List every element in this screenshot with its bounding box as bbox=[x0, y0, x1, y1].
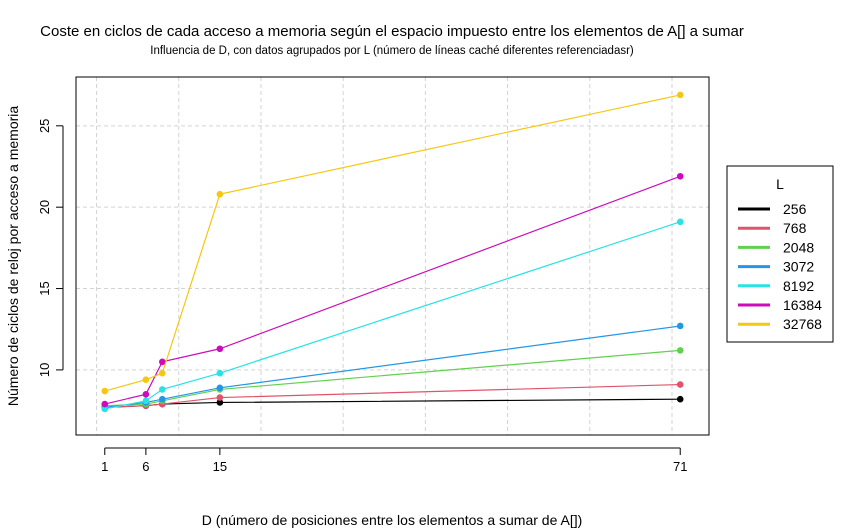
series-16384 bbox=[101, 172, 684, 408]
series-3072 bbox=[101, 322, 684, 411]
data-point bbox=[216, 369, 224, 377]
data-point bbox=[159, 386, 166, 393]
series-line bbox=[104, 383, 681, 408]
legend-label: 256 bbox=[783, 201, 807, 217]
series-32768 bbox=[101, 91, 684, 395]
chart-subtitle: Influencia de D, con datos agrupados por… bbox=[150, 45, 634, 57]
data-point bbox=[216, 345, 224, 353]
y-axis: 10 15 20 25 bbox=[37, 119, 64, 377]
data-point bbox=[159, 369, 166, 377]
data-point bbox=[676, 322, 684, 330]
x-tick-label: 71 bbox=[673, 459, 687, 474]
data-point bbox=[142, 397, 150, 405]
y-tick-label: 20 bbox=[37, 200, 52, 214]
x-axis-title: D (número de posiciones entre los elemen… bbox=[202, 512, 583, 528]
data-point bbox=[216, 384, 224, 392]
legend-title: L bbox=[776, 176, 784, 192]
plot-frame bbox=[75, 76, 710, 436]
y-tick-label: 25 bbox=[37, 119, 52, 133]
data-point bbox=[142, 391, 150, 398]
legend: L 256 768 2048 3072 8192 16384 32768 bbox=[726, 165, 834, 343]
data-point bbox=[676, 218, 684, 226]
series-line bbox=[104, 349, 681, 407]
data-point bbox=[676, 172, 684, 180]
data-point bbox=[142, 376, 150, 383]
legend-label: 8192 bbox=[783, 278, 814, 294]
chart-title: Coste en ciclos de cada acceso a memoria… bbox=[40, 23, 744, 40]
data-point bbox=[216, 394, 224, 401]
grid bbox=[76, 77, 709, 435]
y-tick-label: 10 bbox=[37, 363, 52, 377]
legend-box bbox=[726, 165, 834, 343]
x-axis: 1 6 15 71 bbox=[101, 447, 687, 474]
x-tick-label: 1 bbox=[101, 459, 108, 474]
data-point bbox=[101, 400, 109, 408]
data-point bbox=[216, 399, 224, 406]
series-line bbox=[104, 221, 681, 410]
data-point bbox=[676, 395, 684, 403]
series-256 bbox=[101, 395, 684, 411]
legend-label: 768 bbox=[783, 220, 807, 236]
series-layer bbox=[101, 91, 684, 413]
data-point bbox=[676, 381, 684, 388]
legend-label: 2048 bbox=[783, 239, 814, 255]
x-tick-label: 15 bbox=[213, 459, 227, 474]
x-tick-label: 6 bbox=[142, 459, 149, 474]
data-point bbox=[216, 190, 224, 198]
data-point bbox=[159, 358, 166, 366]
data-point bbox=[676, 347, 684, 354]
legend-label: 32768 bbox=[783, 316, 822, 332]
data-point bbox=[101, 405, 109, 413]
series-8192 bbox=[101, 218, 684, 413]
data-point bbox=[159, 395, 166, 403]
y-tick-label: 15 bbox=[37, 281, 52, 295]
legend-label: 16384 bbox=[783, 297, 822, 313]
series-line bbox=[104, 94, 681, 392]
legend-items: 256 768 2048 3072 8192 16384 32768 bbox=[738, 201, 822, 332]
legend-label: 3072 bbox=[783, 259, 814, 275]
data-point bbox=[101, 387, 109, 395]
y-axis-title: Número de ciclos de reloj por acceso a m… bbox=[5, 106, 21, 407]
data-point bbox=[676, 91, 684, 99]
